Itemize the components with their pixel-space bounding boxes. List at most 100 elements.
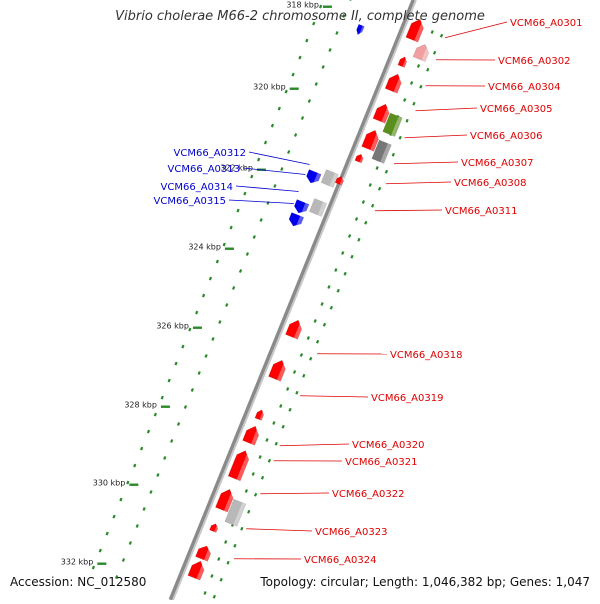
gene-leader-line [246,529,312,531]
forward-gene [355,153,364,163]
tick-track-dot [299,56,300,59]
tick-track-dot [370,184,371,187]
tick-track-dot [306,39,307,42]
tick-track-dot [323,65,324,68]
tick-track-dot [155,413,156,416]
tick-track-dot [356,218,357,221]
tick-track-dot [377,167,378,170]
gene-label: VCM66_A0319 [371,393,443,404]
tick-track-dot [315,320,316,323]
tick-track-dot [301,354,302,357]
gene-label: VCM66_A0305 [480,104,552,115]
gene-label: VCM66_A0322 [332,489,404,500]
gene-label: VCM66_A0315 [154,196,226,207]
tick-track-dot [204,592,205,595]
tick-track-dot [199,371,200,374]
tick-track-dot [302,116,303,119]
tick-track-dot [413,102,414,105]
tick-track-dot [219,320,220,323]
tick-track-dot [141,447,142,450]
tick-track-dot [255,493,256,496]
tick-track-dot [182,345,183,348]
gene-leader-line [375,210,442,211]
gene-label: VCM66_A0302 [498,56,570,67]
gene-label: VCM66_A0318 [390,350,462,361]
forward-gene [210,522,219,532]
tick-track-dot [335,269,336,272]
tick-track-dot [432,31,433,34]
tick-track-dot [244,192,245,195]
tick-track-dot [260,456,261,459]
tick-track-dot [310,357,311,360]
tick-track-dot [386,170,387,173]
gene-label: VCM66_A0321 [345,457,417,468]
tick-track-dot [100,549,101,552]
tick-track-dot [164,456,165,459]
gene-label: VCM66_A0323 [315,527,387,538]
tick-track-dot [286,90,287,93]
tick-track-dot [372,204,373,207]
tick-track-dot [210,277,211,280]
tick-track-dot [144,507,145,510]
tick-track-dot [248,510,249,513]
tick-track-dot [196,311,197,314]
tick-track-dot [212,337,213,340]
tick-track-dot [127,481,128,484]
tick-track-dot [258,158,259,161]
forward-gene [285,318,304,340]
tick-track-dot [134,464,135,467]
gene-label: VCM66_A0314 [161,182,233,193]
tick-track-dot [162,396,163,399]
tick-track-dot [262,476,263,479]
tick-track-dot [266,439,267,442]
tick-track-dot [120,498,121,501]
reverse-gene [309,199,326,217]
gene-leader-line [280,444,349,446]
tick-track-dot [294,371,295,374]
tick-track-dot [283,425,284,428]
tick-track-dot [240,269,241,272]
tick-track-dot [420,85,421,88]
topology-label: Topology: circular; Length: 1,046,382 bp… [260,575,590,589]
tick-track-dot [150,490,151,493]
tick-track-dot [148,430,149,433]
tick-track-dot [169,379,170,382]
tick-track-dot [324,323,325,326]
accession-label: Accession: NC_012580 [10,575,146,589]
tick-track-dot [404,99,405,102]
forward-gene [243,424,262,446]
gene-label: VCM66_A0304 [488,82,560,93]
reverse-gene [355,24,364,36]
tick-track-dot [292,73,293,76]
tick-track-dot [269,459,270,462]
forward-gene [196,544,213,562]
tick-track-dot [253,473,254,476]
tick-track-dot [342,252,343,255]
tick-track-dot [317,340,318,343]
tick-track-dot [363,201,364,204]
tick-track-dot [178,422,179,425]
gene-label: VCM66_A0311 [445,206,517,217]
map-title: Vibrio cholerae M66-2 chromosome II, com… [100,9,500,24]
tick-track-dot [296,391,297,394]
gene-leader-line [405,135,467,138]
tick-track-dot [320,5,321,8]
gene-label: VCM66_A0308 [454,178,526,189]
tick-track-dot [107,532,108,535]
tick-track-dot [251,175,252,178]
gene-label: VCM66_A0320 [352,440,424,451]
reverse-gene [287,212,304,228]
tick-track-dot [329,48,330,51]
tick-track-dot [349,235,350,238]
tick-track-dot [280,405,281,408]
tick-track-dot [254,235,255,238]
gene-leader-line [260,493,329,494]
tick-track-dot [185,405,186,408]
tick-track-dot [157,473,158,476]
tick-track-dot [234,544,235,547]
tick-track-dot [289,408,290,411]
tick-track-dot [130,541,131,544]
tick-track-dot [274,184,275,187]
tick-track-dot [227,561,228,564]
